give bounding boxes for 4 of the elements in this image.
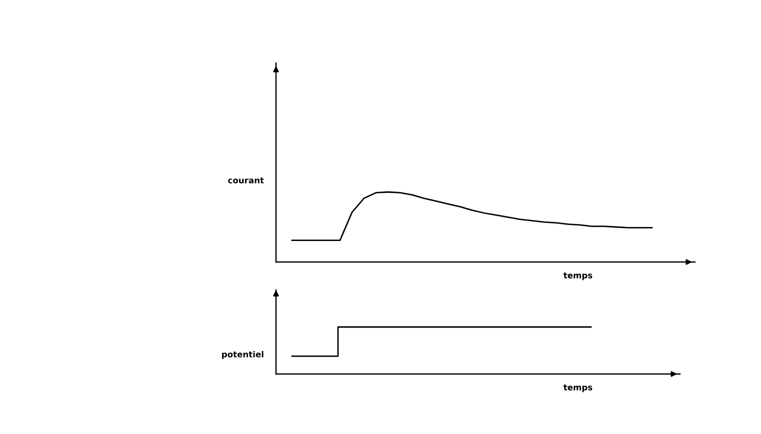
y-axis-title: potentiel	[222, 350, 264, 360]
y-axis-title: courant	[228, 177, 264, 184]
x-axis-title: temps	[563, 384, 592, 392]
x-axis-title: temps	[563, 272, 592, 280]
